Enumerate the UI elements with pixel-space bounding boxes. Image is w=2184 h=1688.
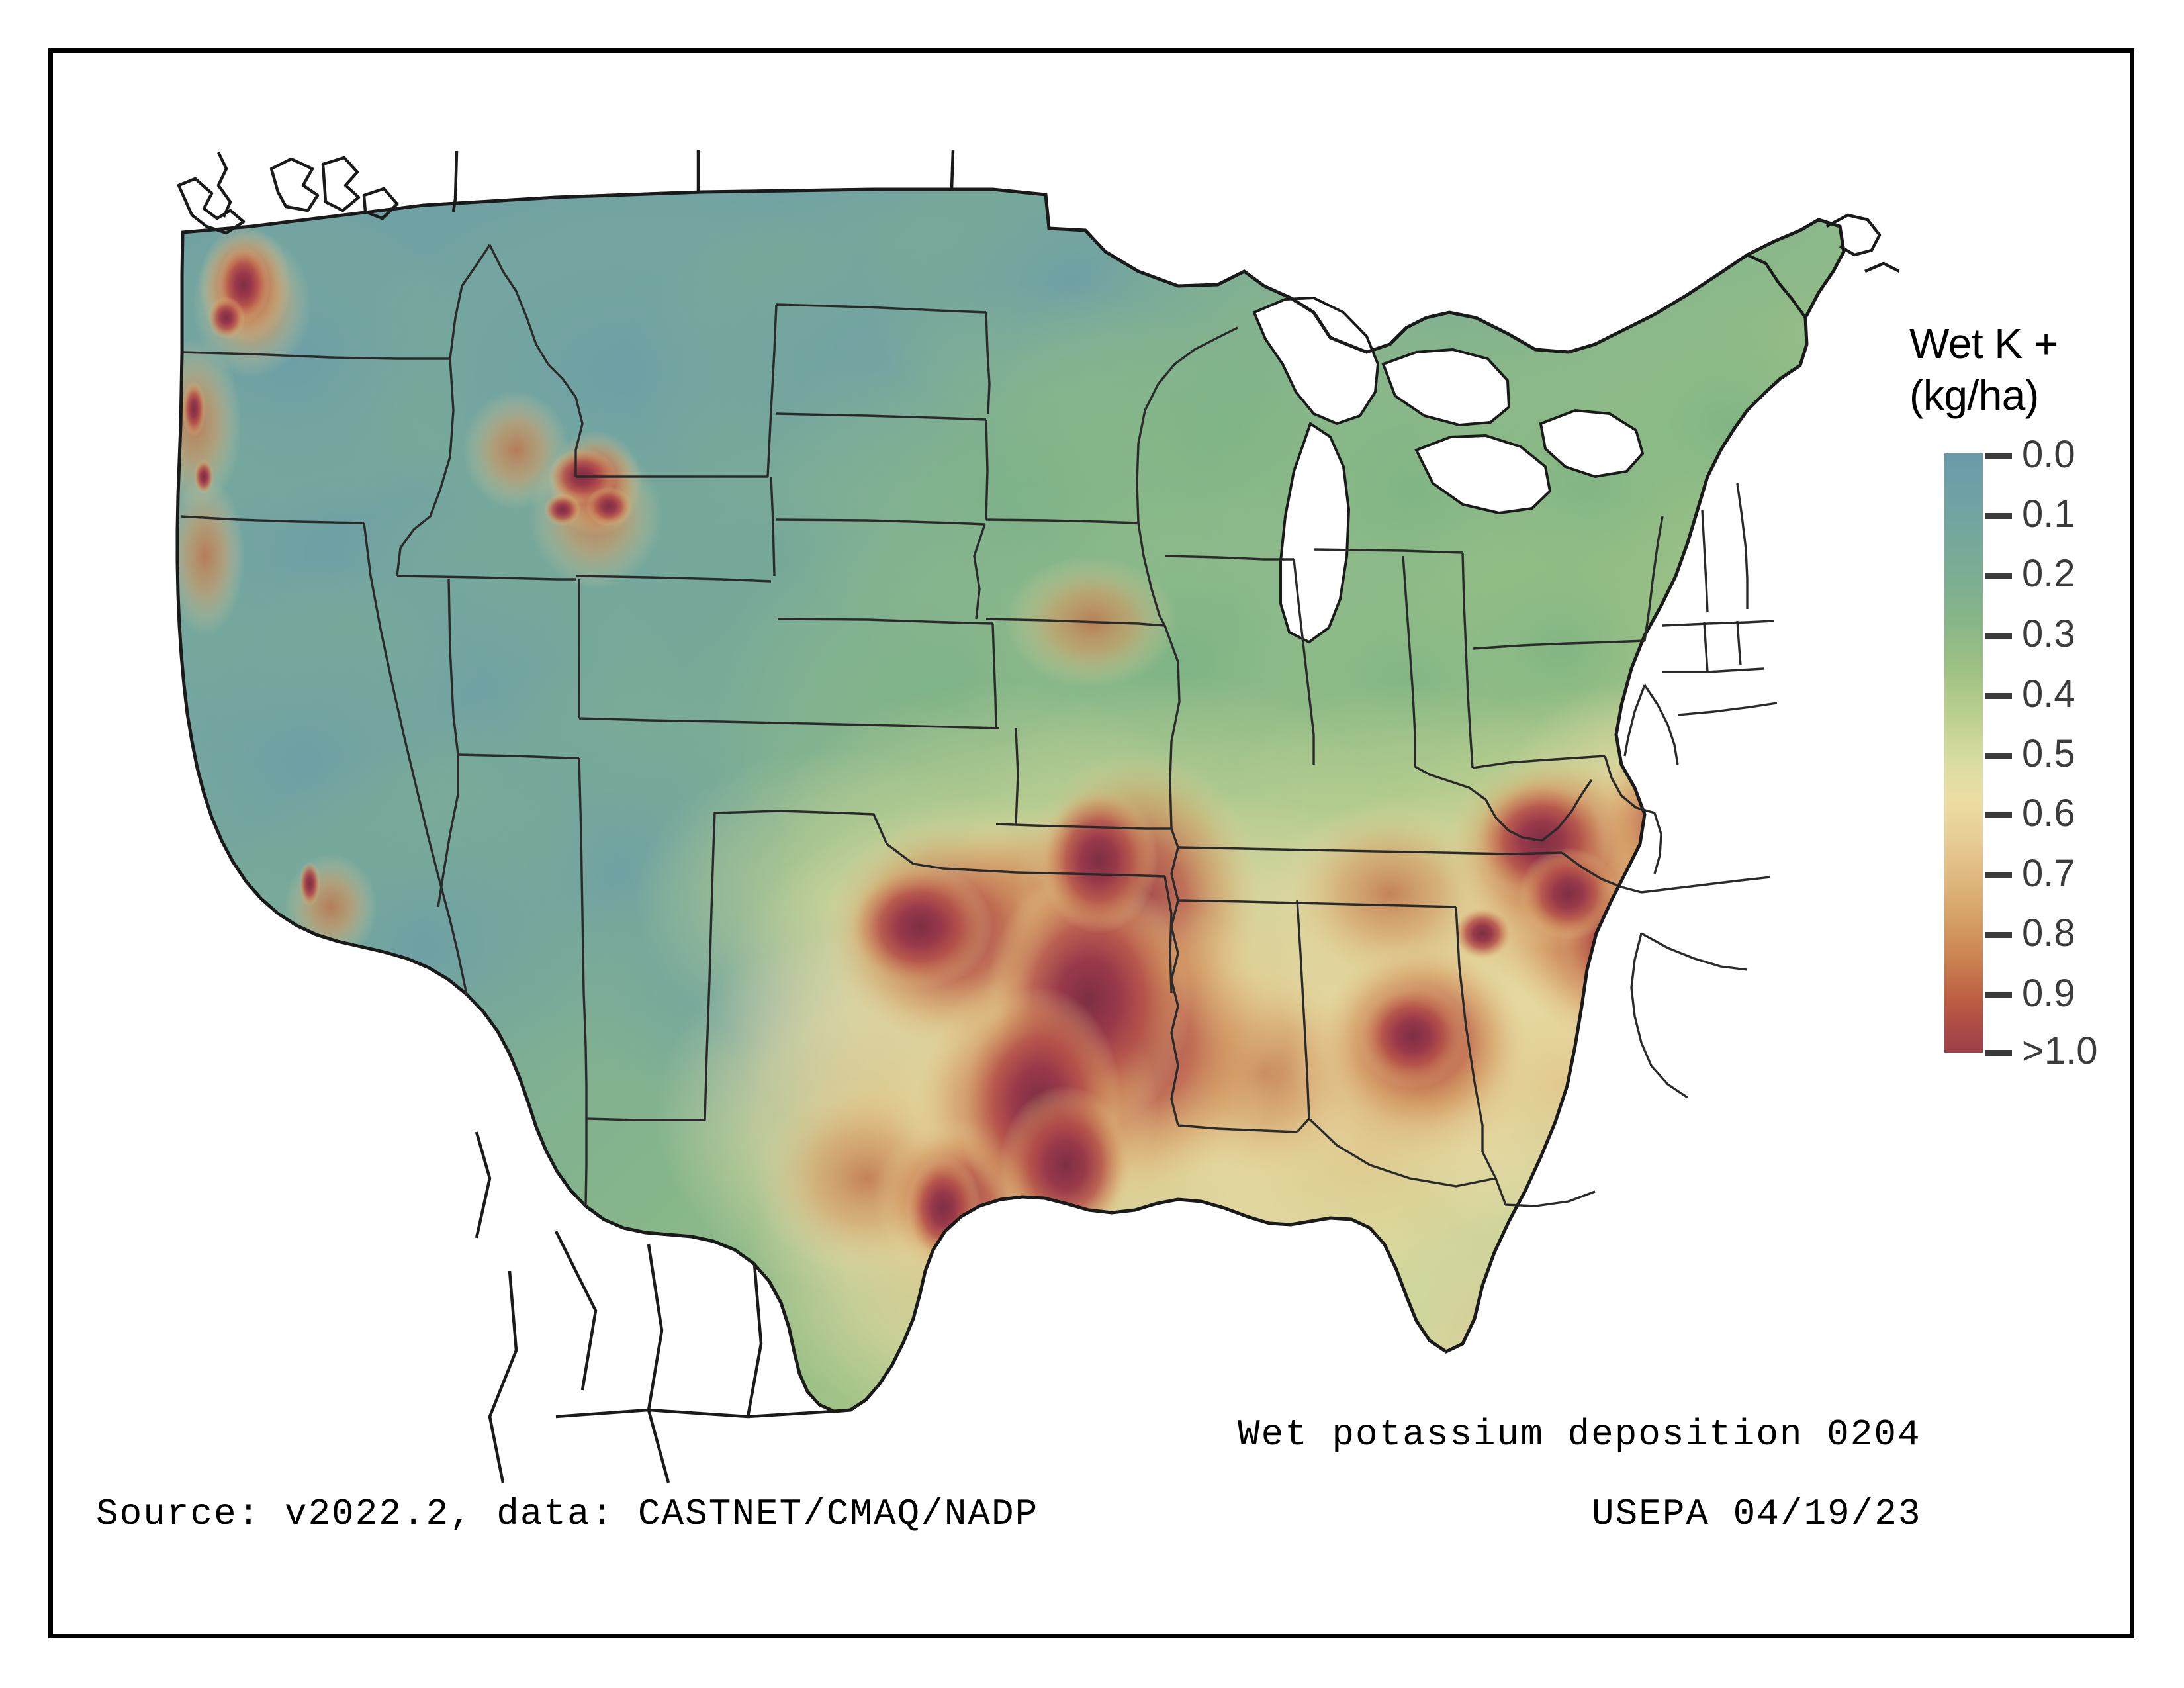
colorbar-label-9: 0.9: [2022, 972, 2075, 1015]
state-boundaries: [180, 244, 1778, 1207]
colorbar-tick-6: [1985, 812, 2012, 818]
colorbar-legend: Wet K + (kg/ha) 0.0 0.1 0.2 0.3 0.4 0.5 …: [1886, 318, 2144, 1456]
colorbar-gradient: [1944, 453, 1983, 1053]
figure-frame: Wet K + (kg/ha) 0.0 0.1 0.2 0.3 0.4 0.5 …: [48, 48, 2134, 1638]
colorbar-tick-3: [1985, 633, 2012, 639]
colorbar-tick-2: [1985, 573, 2012, 579]
colorbar-label-8: 0.8: [2022, 912, 2075, 955]
conus-outline: [175, 187, 1846, 1413]
agency-date-caption: USEPA 04/19/23: [1592, 1493, 1922, 1535]
colorbar-label-4: 0.4: [2022, 673, 2075, 716]
colorbar-tick-5: [1985, 753, 2012, 759]
colorbar-label-6: 0.6: [2022, 792, 2075, 835]
colorbar-label-7: 0.7: [2022, 852, 2075, 895]
colorbar-tick-9: [1985, 992, 2012, 998]
colorbar-label-0: 0.0: [2022, 433, 2075, 476]
colorbar-tick-7: [1985, 872, 2012, 878]
legend-title-line2: (kg/ha): [1909, 371, 2039, 419]
source-caption: Source: v2022.2, data: CASTNET/CMAQ/NADP: [96, 1493, 1039, 1535]
deposition-raster: [177, 189, 1844, 1411]
deposition-map: [53, 53, 1899, 1496]
colorbar-label-1: 0.1: [2022, 492, 2075, 536]
map-svg: [53, 53, 1899, 1496]
colorbar-label-2: 0.2: [2022, 552, 2075, 595]
colorbar-tick-4: [1985, 693, 2012, 699]
colorbar-label-10: >1.0: [2022, 1029, 2098, 1072]
colorbar-tick-8: [1985, 932, 2012, 938]
colorbar-label-3: 0.3: [2022, 612, 2075, 655]
colorbar-tick-1: [1985, 513, 2012, 519]
colorbar-tick-0: [1985, 453, 2012, 459]
legend-title-line1: Wet K +: [1909, 320, 2058, 367]
figure-title-caption: Wet potassium deposition 0204: [1238, 1413, 1921, 1456]
colorbar-label-5: 0.5: [2022, 732, 2075, 775]
colorbar-tick-10: [1985, 1050, 2012, 1056]
great-lakes: [1252, 296, 1645, 644]
